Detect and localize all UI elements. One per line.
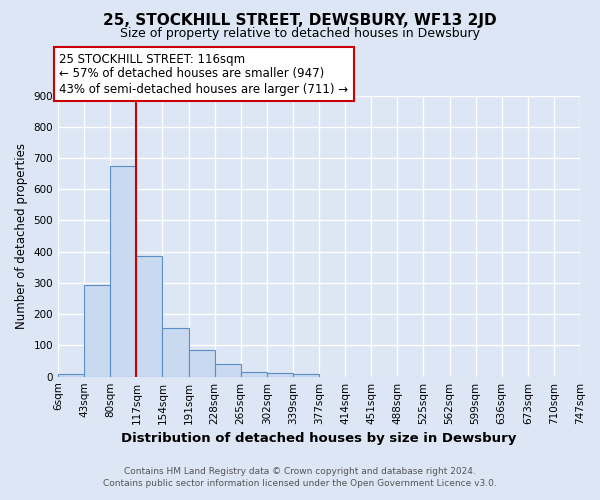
Bar: [110, 166, 136, 376]
Bar: [136, 256, 163, 376]
Bar: [58, 374, 84, 376]
Bar: [188, 350, 215, 376]
Bar: [293, 374, 319, 376]
Text: 25 STOCKHILL STREET: 116sqm
← 57% of detached houses are smaller (947)
43% of se: 25 STOCKHILL STREET: 116sqm ← 57% of det…: [59, 52, 349, 96]
Bar: [163, 328, 188, 376]
Text: Contains HM Land Registry data © Crown copyright and database right 2024.: Contains HM Land Registry data © Crown c…: [124, 467, 476, 476]
X-axis label: Distribution of detached houses by size in Dewsbury: Distribution of detached houses by size …: [121, 432, 517, 445]
Text: Contains public sector information licensed under the Open Government Licence v3: Contains public sector information licen…: [103, 478, 497, 488]
Text: 25, STOCKHILL STREET, DEWSBURY, WF13 2JD: 25, STOCKHILL STREET, DEWSBURY, WF13 2JD: [103, 12, 497, 28]
Bar: [241, 372, 267, 376]
Text: Size of property relative to detached houses in Dewsbury: Size of property relative to detached ho…: [120, 28, 480, 40]
Bar: [84, 285, 110, 376]
Y-axis label: Number of detached properties: Number of detached properties: [15, 143, 28, 329]
Bar: [215, 364, 241, 376]
Bar: [267, 373, 293, 376]
